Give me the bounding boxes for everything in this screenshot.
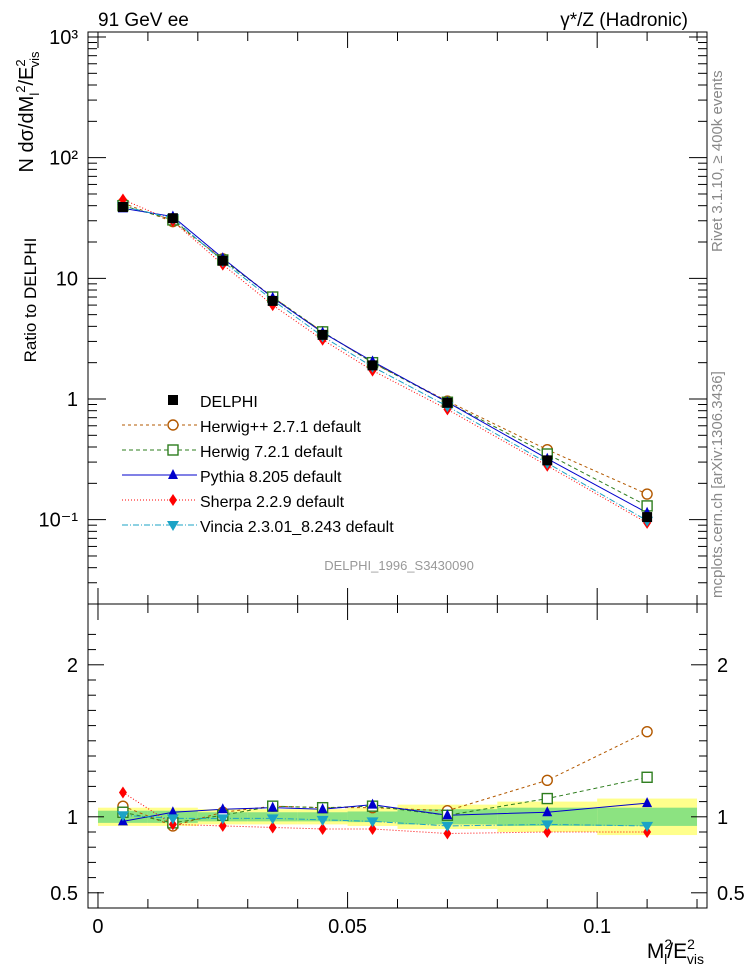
ratio-point <box>317 803 328 814</box>
legend-marker <box>167 521 179 531</box>
ratio-band-green <box>597 807 698 826</box>
series-line <box>122 199 648 524</box>
ratio-point <box>642 797 653 808</box>
ratio-point <box>118 786 127 799</box>
ratio-y-tick-label-right: 1 <box>717 807 728 829</box>
y-tick-label: 10 <box>56 268 78 290</box>
data-point <box>167 213 178 224</box>
ratio-line <box>122 776 648 824</box>
ratio-point <box>368 822 377 835</box>
ratio-point <box>216 814 229 825</box>
ratio-point <box>441 821 454 832</box>
ratio-point <box>316 815 329 826</box>
x-axis-title: M2 l/E2 vis <box>647 936 704 967</box>
ratio-point <box>541 820 554 831</box>
legend-marker <box>167 419 179 431</box>
ratio-point <box>218 819 227 832</box>
ratio-y-axis-title: Ratio to DELPHI <box>21 238 40 363</box>
ratio-point <box>268 821 277 834</box>
legend-label: Sherpa 2.2.9 default <box>200 494 345 511</box>
ratio-y-tick-label: 0.5 <box>50 883 78 905</box>
ratio-band-green <box>347 811 398 823</box>
ratio-y-tick-label: 2 <box>67 655 78 677</box>
series-line <box>122 202 648 495</box>
ratio-point <box>318 822 327 835</box>
legend-label: DELPHI <box>200 394 258 411</box>
ratio-point <box>641 771 653 783</box>
ratio-band-green <box>497 807 598 826</box>
ratio-point <box>443 827 452 840</box>
ratio-y-tick-label-right: 2 <box>717 655 728 677</box>
legend-label: Herwig++ 2.7.1 default <box>200 419 362 436</box>
ratio-point <box>367 798 378 809</box>
data-point <box>317 329 328 340</box>
legend-label: Herwig 7.2.1 default <box>200 444 343 461</box>
ratio-panel: 0 0.05 0.1 0.5 0.5 1 1 2 2 M2 l/E2 vis <box>50 603 745 967</box>
y-axis-title: N dσ/dMl2/E2vis <box>13 51 42 172</box>
ratio-point <box>643 826 652 838</box>
ratio-point <box>641 821 654 832</box>
main-frame <box>87 31 708 605</box>
legend-marker <box>167 444 179 456</box>
series-point <box>641 488 653 500</box>
header-right-label: γ*/Z (Hadronic) <box>560 10 688 31</box>
legend-marker <box>168 395 178 405</box>
y-tick-label: 10³ <box>49 27 78 49</box>
header-left-label: 91 GeV ee <box>98 10 189 31</box>
ratio-y-tick-label: 1 <box>67 807 78 829</box>
data-point <box>642 512 653 523</box>
ratio-point <box>217 803 228 814</box>
data-point <box>367 360 378 371</box>
data-point <box>217 255 228 266</box>
rivet-side-label: Rivet 3.1.10, ≥ 400k events <box>709 70 726 252</box>
legend-label: Pythia 8.205 default <box>200 469 342 486</box>
ratio-point <box>541 792 553 805</box>
ratio-point <box>168 818 177 831</box>
analysis-id-label: DELPHI_1996_S3430090 <box>324 558 474 573</box>
ratio-point <box>541 774 553 787</box>
mcplots-side-label: mcplots.cern.ch [arXiv:1306.3436] <box>709 371 726 598</box>
main-panel: 10⁻¹ 1 10 10² 10³ N dσ/dMl2/E2vis DELPHI Herwig… <box>13 27 708 605</box>
legend-marker <box>168 469 178 479</box>
x-tick-label: 0.1 <box>583 916 611 938</box>
ratio-point <box>166 814 179 825</box>
series-line <box>122 207 648 514</box>
ratio-point <box>266 814 279 825</box>
data-point <box>117 202 128 213</box>
ratio-frame <box>87 603 708 909</box>
y-tick-label: 10⁻¹ <box>39 510 79 532</box>
ratio-point <box>167 806 178 817</box>
ratio-point <box>641 725 653 738</box>
ratio-point <box>116 811 129 822</box>
y-tick-label: 10² <box>49 148 78 170</box>
legend-marker <box>169 494 177 506</box>
ratio-line <box>122 792 648 835</box>
ratio-y-tick-label-right: 0.5 <box>717 883 745 905</box>
ratio-point <box>267 801 278 812</box>
x-tick-label: 0 <box>92 916 103 938</box>
ratio-point <box>442 809 453 820</box>
legend-label: Vincia 2.3.01_8.243 default <box>200 519 394 536</box>
data-point <box>442 397 453 408</box>
ratio-point <box>543 826 552 838</box>
data-point <box>267 295 278 306</box>
ratio-point <box>366 817 379 828</box>
data-point <box>542 455 553 466</box>
x-tick-label: 0.05 <box>328 916 367 938</box>
y-tick-label: 1 <box>67 389 78 411</box>
ratio-point <box>542 806 553 817</box>
